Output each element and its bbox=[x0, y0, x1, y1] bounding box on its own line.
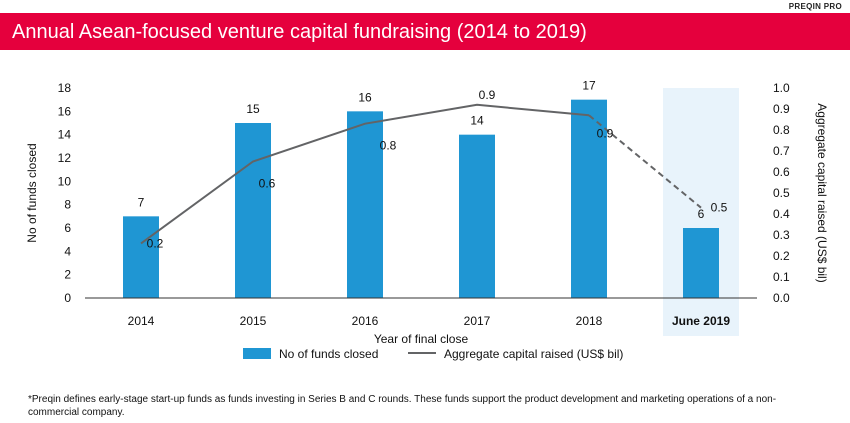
y-tick-label: 0 bbox=[64, 291, 71, 305]
x-tick-label: 2015 bbox=[240, 314, 267, 328]
chart-title: Annual Asean-focused venture capital fun… bbox=[12, 21, 587, 43]
y2-tick-label: 0.9 bbox=[773, 102, 790, 116]
y2-tick-label: 0.4 bbox=[773, 207, 790, 221]
legend: No of funds closed Aggregate capital rai… bbox=[243, 347, 623, 361]
y2-tick-label: 0.0 bbox=[773, 291, 790, 305]
y-tick-label: 16 bbox=[58, 104, 72, 118]
bar bbox=[347, 111, 383, 298]
source-label: PREQIN PRO bbox=[788, 2, 842, 11]
y2-tick-label: 1.0 bbox=[773, 81, 790, 95]
y-tick-label: 12 bbox=[58, 151, 72, 165]
footnote: *Preqin defines early-stage start-up fun… bbox=[28, 394, 777, 418]
line-value-label: 0.9 bbox=[597, 126, 614, 140]
bar-value-label: 15 bbox=[246, 102, 260, 116]
chart: 0 2 4 6 8 10 12 14 16 18 0.0 0.1 0.2 0.3 0.4 0.5 0.6 0.7… bbox=[25, 79, 829, 361]
x-tick-label: 2018 bbox=[576, 314, 603, 328]
y-tick-label: 6 bbox=[64, 221, 71, 235]
y2-tick-label: 0.3 bbox=[773, 228, 790, 242]
y2-tick-label: 0.8 bbox=[773, 123, 790, 137]
y2-tick-label: 0.7 bbox=[773, 144, 790, 158]
bar-value-label: 17 bbox=[582, 79, 596, 93]
capital-line-projection bbox=[588, 114, 702, 209]
bar bbox=[459, 134, 495, 298]
bar-value-label: 14 bbox=[470, 114, 484, 128]
x-tick-label: 2017 bbox=[464, 314, 491, 328]
bar bbox=[571, 99, 607, 299]
x-tick-label: June 2019 bbox=[672, 314, 730, 328]
y2-tick-label: 0.5 bbox=[773, 186, 790, 200]
y2-tick-label: 0.1 bbox=[773, 270, 790, 284]
y-tick-label: 4 bbox=[64, 244, 71, 258]
line-value-label: 0.5 bbox=[711, 201, 728, 215]
title-bar: Annual Asean-focused venture capital fun… bbox=[0, 13, 850, 50]
legend-bar-label: No of funds closed bbox=[279, 347, 378, 361]
line-value-label: 0.8 bbox=[380, 139, 397, 153]
bar bbox=[235, 123, 271, 298]
x-axis-title: Year of final close bbox=[374, 332, 469, 346]
line-value-label: 0.9 bbox=[479, 88, 496, 102]
bar bbox=[123, 216, 159, 298]
y2-tick-label: 0.6 bbox=[773, 165, 790, 179]
bar-value-label: 16 bbox=[358, 90, 372, 104]
line-value-label: 0.2 bbox=[147, 236, 164, 250]
y-tick-label: 8 bbox=[64, 198, 71, 212]
x-tick-label: 2014 bbox=[128, 314, 155, 328]
y-tick-label: 10 bbox=[58, 174, 72, 188]
legend-line-label: Aggregate capital raised (US$ bil) bbox=[444, 347, 623, 361]
y-tick-label: 2 bbox=[64, 268, 71, 282]
bar bbox=[683, 228, 719, 298]
y-axis-title: No of funds closed bbox=[25, 143, 39, 242]
line-value-label: 0.6 bbox=[259, 177, 276, 191]
y-tick-label: 18 bbox=[58, 81, 72, 95]
bar-value-label: 7 bbox=[138, 195, 145, 209]
x-tick-label: 2016 bbox=[352, 314, 379, 328]
y-tick-label: 14 bbox=[58, 128, 72, 142]
capital-line bbox=[140, 103, 590, 245]
legend-bar-swatch bbox=[243, 348, 271, 359]
y2-tick-label: 0.2 bbox=[773, 249, 790, 263]
bar-value-label: 6 bbox=[698, 207, 705, 221]
y2-axis-title: Aggregate capital raised (US$ bil) bbox=[815, 103, 829, 282]
